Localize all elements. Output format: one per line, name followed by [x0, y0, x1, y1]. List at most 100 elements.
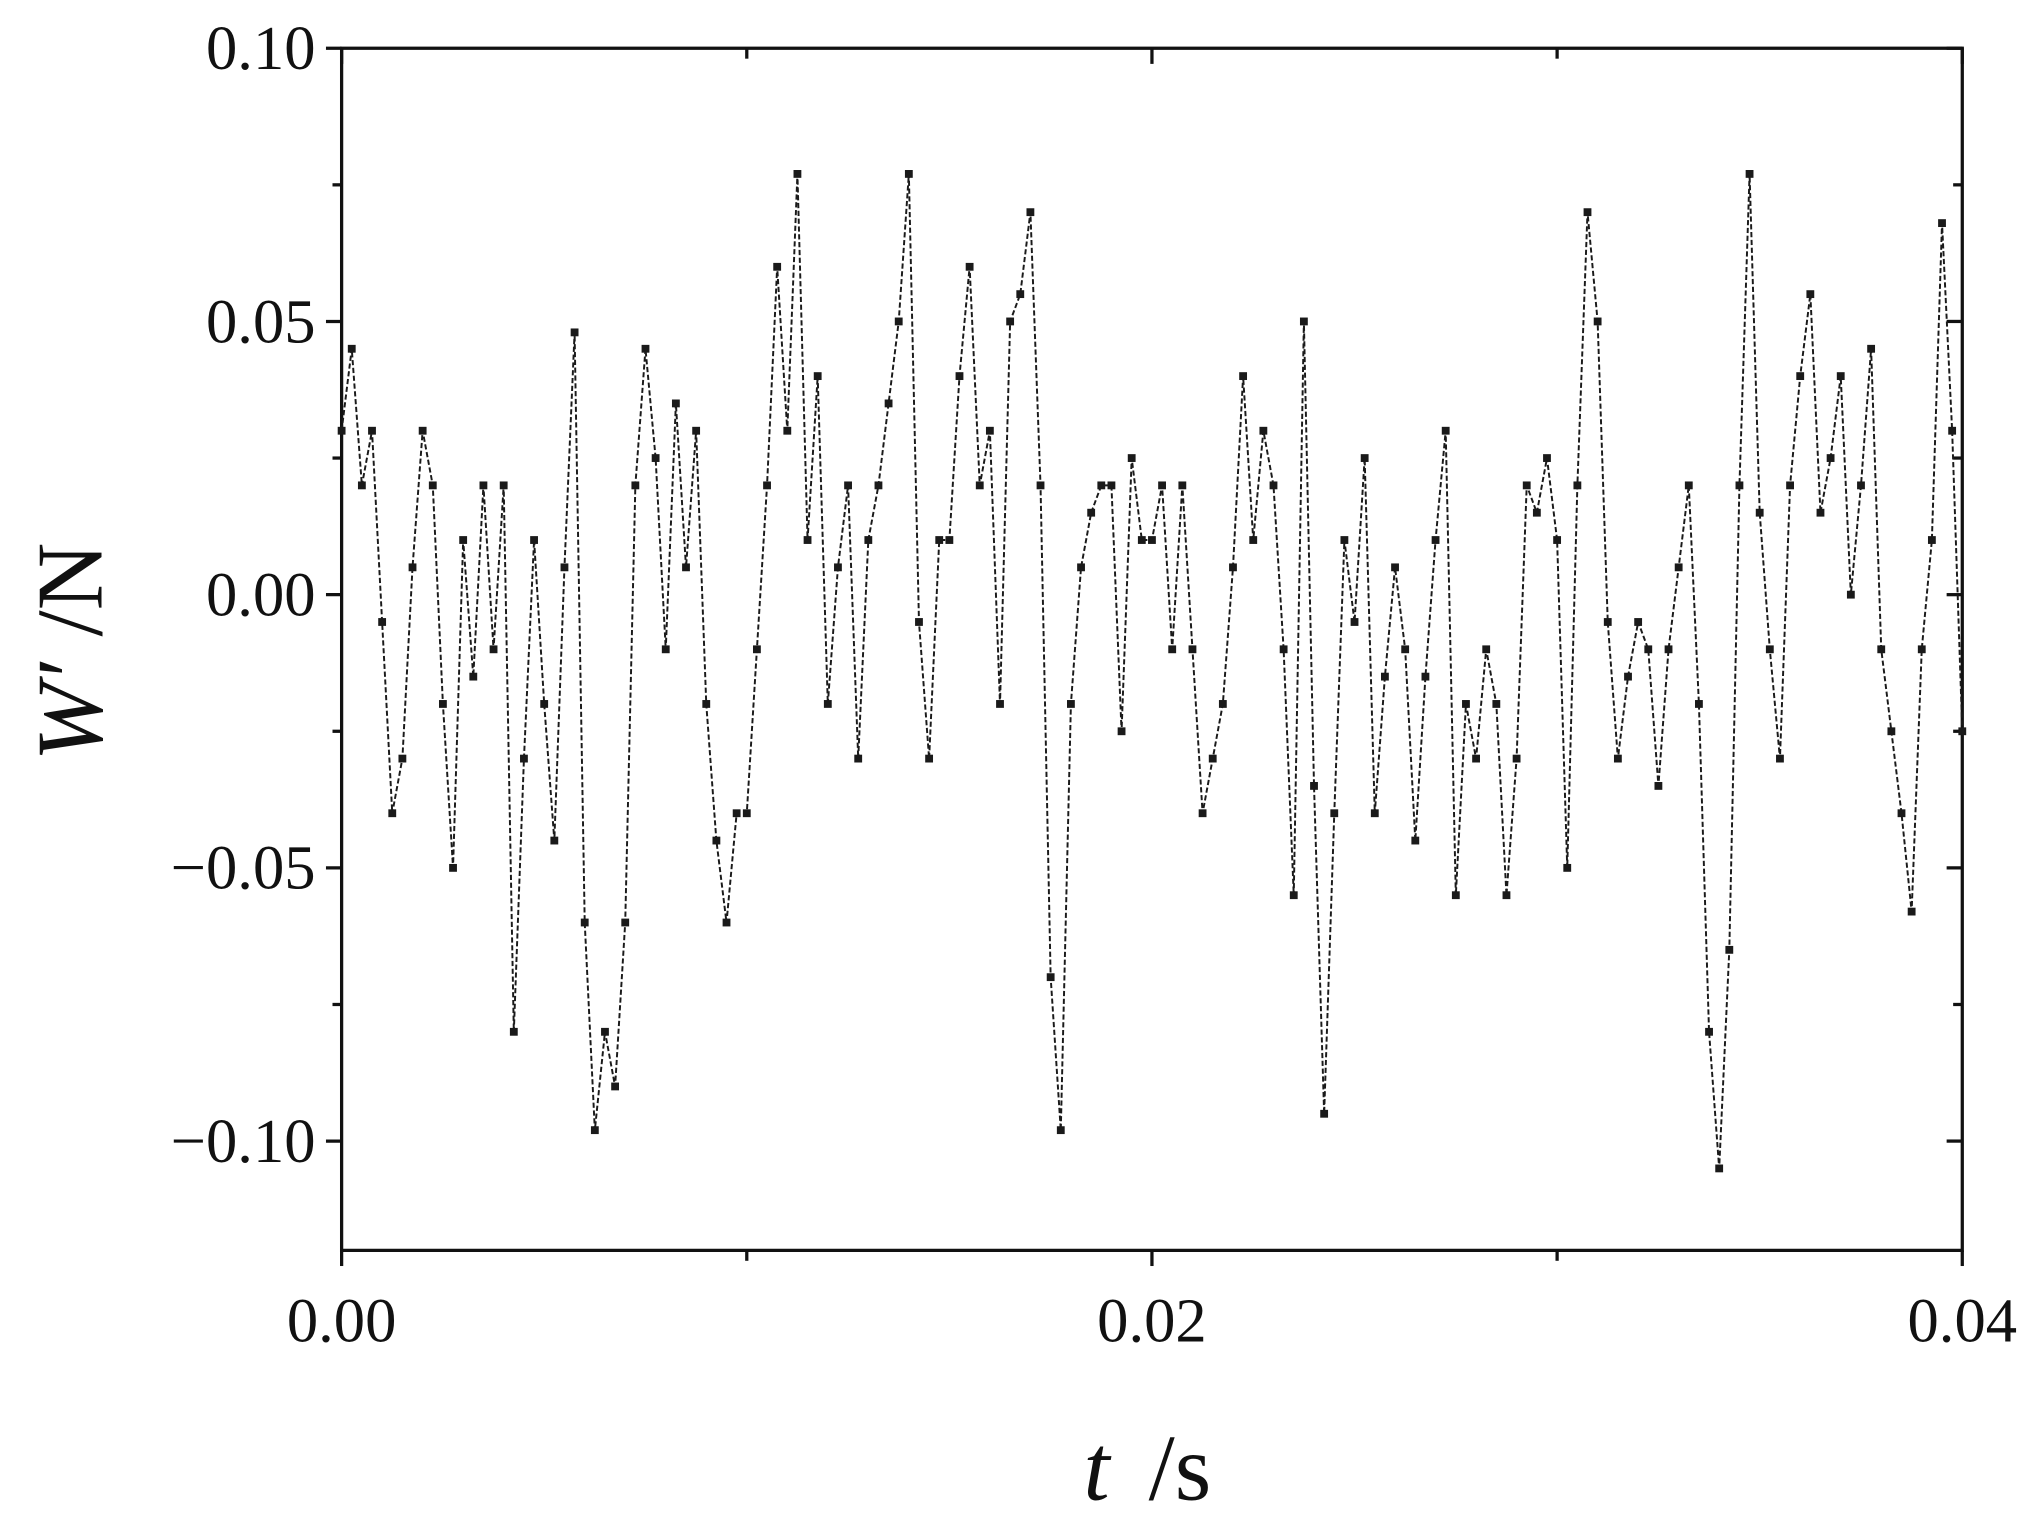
- data-point: [712, 836, 721, 845]
- data-point: [1067, 700, 1075, 708]
- data-point: [1117, 727, 1126, 736]
- y-tick-label: −0.10: [171, 1106, 316, 1176]
- data-point: [864, 536, 873, 544]
- data-point: [1684, 481, 1693, 490]
- x-label-symbol: t: [1083, 1416, 1111, 1520]
- data-point: [1502, 891, 1511, 900]
- x-label-unit: /s: [1149, 1416, 1212, 1520]
- data-point: [1532, 508, 1541, 517]
- data-point: [1472, 754, 1480, 763]
- data-point: [479, 481, 488, 490]
- data-point: [1603, 618, 1612, 626]
- data-point: [1350, 618, 1359, 626]
- data-point: [469, 672, 478, 681]
- y-axis-label: W′ /N: [19, 543, 123, 762]
- data-point: [1836, 372, 1845, 381]
- data-point: [1492, 700, 1501, 708]
- data-point: [763, 481, 771, 490]
- data-point: [702, 700, 711, 708]
- data-point: [438, 700, 447, 708]
- data-point: [1897, 809, 1906, 818]
- data-point: [601, 1027, 609, 1036]
- data-point: [398, 754, 407, 763]
- data-point: [1654, 782, 1663, 790]
- data-point: [1097, 481, 1106, 490]
- data-point: [1512, 754, 1521, 763]
- data-point: [1715, 1164, 1724, 1173]
- data-point: [1006, 317, 1015, 326]
- data-point: [1168, 645, 1177, 654]
- data-point: [1887, 727, 1896, 736]
- data-point: [793, 170, 802, 178]
- data-point: [1634, 618, 1643, 626]
- data-point: [803, 536, 812, 544]
- data-point: [1796, 372, 1805, 381]
- data-point: [1218, 700, 1227, 708]
- data-point: [1563, 863, 1572, 872]
- data-point: [1188, 645, 1197, 654]
- data-point: [1482, 645, 1491, 654]
- data-point: [1927, 536, 1936, 544]
- data-point: [357, 481, 366, 490]
- data-point: [520, 754, 528, 763]
- data-point: [661, 645, 670, 654]
- data-point: [1299, 317, 1308, 326]
- data-point: [834, 563, 842, 572]
- data-point: [1958, 727, 1967, 736]
- data-point: [1543, 454, 1551, 462]
- data-point: [590, 1126, 599, 1135]
- data-point: [1279, 645, 1288, 654]
- data-point: [752, 645, 761, 654]
- data-point: [1016, 290, 1025, 299]
- data-point: [570, 328, 579, 337]
- data-point: [1938, 219, 1946, 228]
- data-point: [813, 372, 822, 381]
- data-point: [459, 536, 468, 544]
- data-point: [1573, 481, 1582, 490]
- data-point: [378, 618, 387, 626]
- data-point: [1411, 836, 1420, 845]
- data-point: [904, 170, 913, 178]
- data-point: [854, 754, 863, 763]
- data-point: [996, 700, 1004, 708]
- data-point: [823, 700, 832, 708]
- data-point: [1695, 700, 1703, 708]
- data-point: [732, 809, 741, 818]
- data-point: [945, 536, 954, 544]
- data-point: [1664, 645, 1673, 654]
- y-label-unit: /N: [19, 543, 123, 637]
- data-point: [1613, 754, 1622, 763]
- data-point: [1431, 536, 1440, 544]
- data-point: [418, 426, 427, 435]
- data-point: [651, 454, 660, 462]
- data-point: [1178, 481, 1187, 490]
- data-point: [1907, 907, 1916, 916]
- data-point: [641, 344, 650, 353]
- data-point: [783, 426, 792, 435]
- x-tick-label: 0.00: [287, 1286, 397, 1356]
- data-point: [1269, 481, 1278, 490]
- y-tick-label: 0.10: [206, 13, 316, 83]
- data-point: [773, 262, 782, 271]
- data-point: [1239, 372, 1248, 381]
- data-point: [621, 918, 630, 927]
- data-point: [1370, 809, 1379, 818]
- data-point: [1867, 344, 1876, 353]
- data-point: [1705, 1027, 1713, 1036]
- data-point: [1360, 454, 1369, 462]
- data-point: [1158, 481, 1166, 490]
- data-point: [1289, 891, 1298, 900]
- data-point: [509, 1027, 518, 1036]
- data-point: [975, 481, 984, 490]
- data-point: [449, 863, 457, 872]
- y-tick-label: 0.00: [206, 560, 316, 630]
- data-point: [884, 399, 893, 408]
- data-point: [1259, 426, 1268, 435]
- data-point: [1127, 454, 1136, 462]
- data-point: [1421, 672, 1430, 681]
- data-point: [1330, 809, 1339, 818]
- x-tick-label: 0.04: [1908, 1286, 2018, 1356]
- data-point: [1846, 590, 1855, 599]
- data-point: [1755, 508, 1764, 517]
- data-point: [965, 262, 974, 271]
